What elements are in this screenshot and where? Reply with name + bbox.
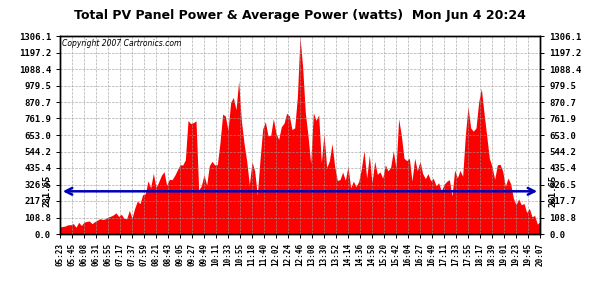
Text: Total PV Panel Power & Average Power (watts)  Mon Jun 4 20:24: Total PV Panel Power & Average Power (wa… bbox=[74, 9, 526, 22]
Text: 281.65: 281.65 bbox=[548, 175, 557, 207]
Text: Copyright 2007 Cartronics.com: Copyright 2007 Cartronics.com bbox=[62, 39, 182, 48]
Text: 281.65: 281.65 bbox=[43, 175, 52, 207]
